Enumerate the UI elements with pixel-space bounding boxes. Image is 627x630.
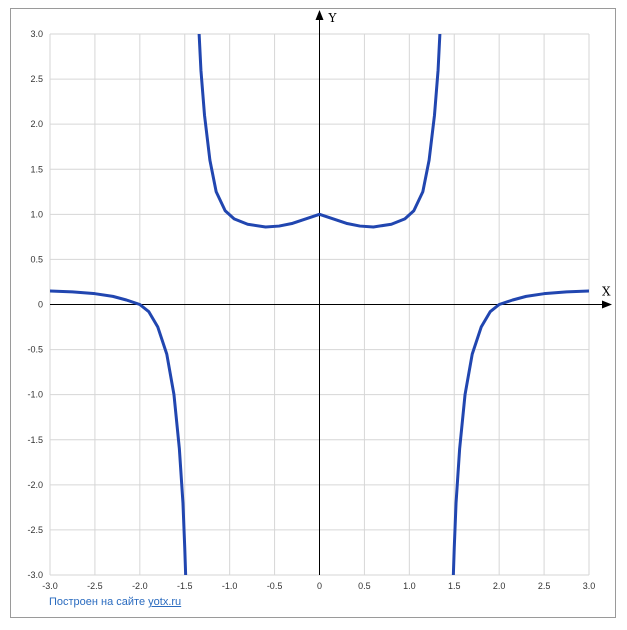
curve-branch-3	[451, 289, 589, 575]
y-tick-label: 0.5	[30, 254, 43, 264]
y-axis-arrow	[315, 10, 324, 20]
chart-frame	[10, 8, 616, 618]
y-tick-label: 1.0	[30, 209, 43, 219]
curve-branch-2	[197, 34, 442, 229]
y-tick-label: -1.0	[27, 390, 43, 400]
credit-line: Построен на сайте yotx.ru	[49, 596, 181, 608]
x-tick-label: 0.5	[358, 581, 371, 591]
y-tick-label: 3.0	[30, 29, 43, 39]
y-tick-label: 2.5	[30, 74, 43, 84]
y-tick-label: 0	[38, 300, 43, 310]
x-tick-label: -3.0	[42, 581, 58, 591]
x-tick-label: -1.5	[177, 581, 193, 591]
y-tick-label: 1.5	[30, 164, 43, 174]
y-axis-label: Y	[328, 11, 338, 25]
x-axis-arrow	[602, 300, 612, 309]
curve-branch-1	[50, 289, 188, 575]
x-tick-label: 0	[317, 581, 322, 591]
x-tick-label: -0.5	[267, 581, 283, 591]
y-tick-label: -2.5	[27, 525, 43, 535]
y-tick-label: -3.0	[27, 570, 43, 580]
x-tick-label: 3.0	[583, 581, 596, 591]
x-tick-label: 1.5	[448, 581, 461, 591]
x-tick-label: 2.5	[538, 581, 551, 591]
y-tick-label: -0.5	[27, 345, 43, 355]
credit-text: Построен на сайте	[49, 596, 149, 608]
x-tick-label: -2.5	[87, 581, 103, 591]
x-tick-label: -1.0	[222, 581, 238, 591]
y-tick-label: -2.0	[27, 480, 43, 490]
x-tick-label: -2.0	[132, 581, 148, 591]
x-tick-label: 2.0	[493, 581, 506, 591]
y-tick-label: -1.5	[27, 435, 43, 445]
x-axis-label: X	[602, 285, 611, 299]
y-tick-label: 2.0	[30, 119, 43, 129]
tick-labels: -3.0 -2.5 -2.0 -1.5 -1.0 -0.5 0 0.5 1.0 1.5 2.0 2.5…	[27, 29, 595, 591]
x-tick-label: 1.0	[403, 581, 416, 591]
axes	[50, 10, 612, 575]
curves	[50, 34, 589, 575]
credit-link[interactable]: yotx.ru	[148, 596, 182, 608]
